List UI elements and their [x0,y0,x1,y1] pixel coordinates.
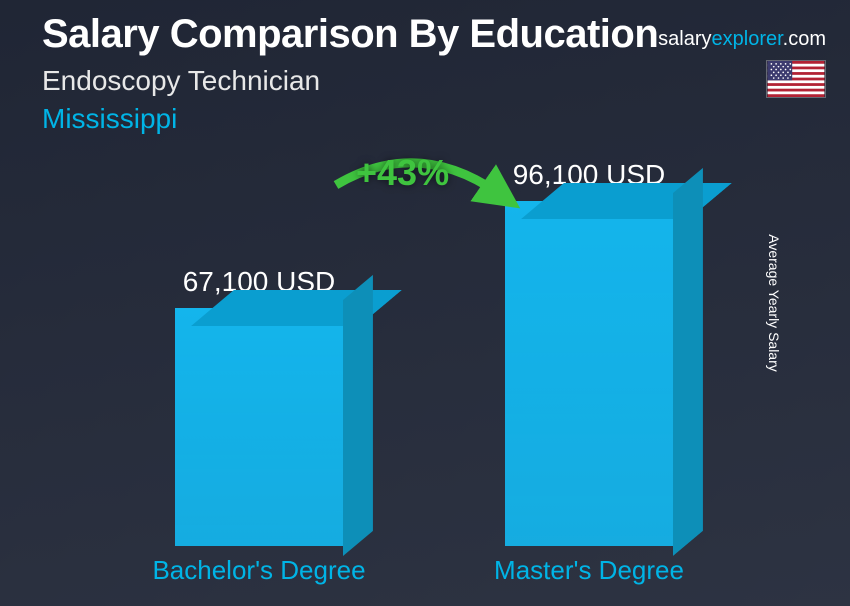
brand-tld: .com [783,28,826,50]
bar-master-s-degree: 96,100 USD [505,159,673,546]
bar-label: Master's Degree [494,555,684,586]
percentage-increase: +43% [356,152,449,194]
bar-3d [175,308,343,546]
bar-3d [505,201,673,546]
brand-part2: explorer [712,28,783,50]
location: Mississippi [42,103,830,135]
bar-label: Bachelor's Degree [152,555,365,586]
bar-bachelor-s-degree: 67,100 USD [175,266,343,546]
brand-logo: salaryexplorer.com [658,28,826,51]
job-title: Endoscopy Technician [42,65,830,97]
brand-part1: salary [658,28,711,50]
us-flag-icon [766,60,826,98]
chart-area: 67,100 USD Bachelor's Degree 96,100 USD Mas… [0,160,850,606]
